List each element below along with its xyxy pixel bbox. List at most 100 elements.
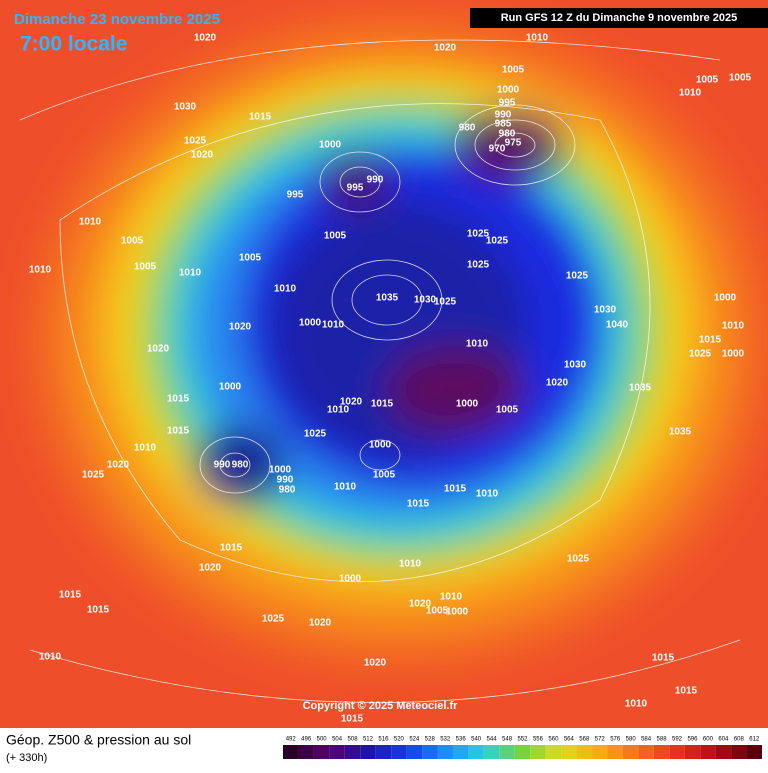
isobar-label: 980	[459, 123, 476, 134]
isobar-label: 1000	[319, 140, 342, 151]
isobar-label: 990	[214, 460, 231, 471]
isobar-label: 995	[347, 183, 364, 194]
isobar-labels: 1020 1020 1010 1005 1005 1005 1010 1030 1015 1025…	[29, 33, 752, 725]
scale-label: 592	[672, 737, 683, 743]
isobar-label: 1010	[79, 217, 102, 228]
scale-label: 604	[718, 737, 729, 743]
scale-swatch	[313, 745, 330, 759]
run-box	[470, 8, 768, 28]
isobar-label: 1030	[564, 360, 587, 371]
geopotential-field	[0, 0, 768, 728]
scale-swatch	[283, 745, 299, 759]
scale-swatch	[715, 745, 732, 759]
scale-swatch	[329, 745, 345, 759]
isobar-label: 990	[495, 110, 512, 121]
isobar-label: 970	[489, 144, 506, 155]
isobar-label: 1015	[341, 714, 364, 725]
scale-swatch	[468, 745, 484, 759]
isobar-label: 1005	[729, 73, 752, 84]
isobar-label: 1015	[407, 499, 430, 510]
scale-swatch	[422, 745, 438, 759]
scale-swatch	[592, 745, 608, 759]
isobar-label: 1000	[722, 349, 745, 360]
scale-label: 600	[703, 737, 714, 743]
isobar-label: 1025	[467, 260, 490, 271]
scale-swatch	[514, 745, 531, 759]
isobar-label: 1010	[476, 489, 499, 500]
scale-swatch	[746, 745, 762, 759]
legend-title: Géop. Z500 & pression au sol	[6, 732, 191, 748]
scale-label: 608	[734, 737, 745, 743]
isobar-label: 995	[499, 98, 516, 109]
isobar-label: 1015	[371, 399, 394, 410]
isobar-label: 1015	[220, 543, 243, 554]
scale-label: 504	[332, 737, 343, 743]
scale-label: 508	[348, 737, 359, 743]
forecast-time: 7:00 locale	[20, 33, 127, 56]
scale-label: 492	[286, 737, 297, 743]
isobar-label: 1025	[262, 614, 285, 625]
isobar-label: 1015	[249, 112, 272, 123]
isobar-label: 1025	[486, 236, 509, 247]
isobar-label: 1000	[299, 318, 322, 329]
isobar-label: 1030	[594, 305, 617, 316]
scale-swatch	[638, 745, 654, 759]
scale-swatch	[452, 745, 469, 759]
isobar-label: 1000	[456, 399, 479, 410]
isobar-label: 1000	[446, 607, 469, 618]
isobar-label: 1015	[652, 653, 675, 664]
scale-label: 580	[626, 737, 637, 743]
isobar-label: 1000	[497, 85, 520, 96]
isobar-label: 1015	[59, 590, 82, 601]
isobar-label: 1015	[444, 484, 467, 495]
scale-swatch	[622, 745, 639, 759]
isobar-label: 1020	[434, 43, 457, 54]
isobar-label: 1000	[219, 382, 242, 393]
isobar-label: 1030	[174, 102, 197, 113]
isobar-label: 1020	[107, 460, 130, 471]
scale-label: 564	[564, 737, 575, 743]
scale-swatch	[607, 745, 623, 759]
isobar-label: 1015	[675, 686, 698, 697]
isobar-label: 980	[232, 460, 249, 471]
isobar-label: 1015	[699, 335, 722, 346]
scale-swatch	[483, 745, 500, 759]
scale-swatch	[391, 745, 407, 759]
scale-label: 544	[487, 737, 498, 743]
isobar-label: 1035	[629, 383, 652, 394]
isobar-label: 1020	[340, 397, 363, 408]
isobar-label: 1010	[322, 320, 345, 331]
isobar-label: 1020	[194, 33, 217, 44]
isobar-label: 1005	[502, 65, 525, 76]
scale-swatch	[298, 745, 314, 759]
isobar-label: 995	[287, 190, 304, 201]
isobar-label: 1005	[121, 236, 144, 247]
isobar-label: 990	[367, 175, 384, 186]
scale-swatch	[700, 745, 716, 759]
isobar-label: 1020	[199, 563, 222, 574]
scale-swatch	[344, 745, 361, 759]
isobar-label: 1010	[466, 339, 489, 350]
isobar-label: 985	[495, 119, 512, 130]
scale-label: 528	[425, 737, 436, 743]
isobar-label: 990	[277, 475, 294, 486]
run-info: Run GFS 12 Z du Dimanche 9 novembre 2025	[501, 12, 738, 24]
isobar-label: 1025	[467, 229, 490, 240]
scale-label: 556	[533, 737, 544, 743]
isobar-label: 1000	[714, 293, 737, 304]
isobar-label: 1030	[414, 295, 437, 306]
scale-label: 572	[595, 737, 606, 743]
isobar-label: 1005	[239, 253, 262, 264]
isobar-label: 980	[279, 485, 296, 496]
isobar-label: 1010	[399, 559, 422, 570]
scale-label: 596	[687, 737, 698, 743]
scale-label: 584	[641, 737, 652, 743]
scale-label: 560	[548, 737, 559, 743]
isobar-label: 1020	[364, 658, 387, 669]
isobar-label: 1000	[369, 440, 392, 451]
scale-swatch	[684, 745, 701, 759]
scale-swatch	[499, 745, 515, 759]
isobar-label: 1005	[134, 262, 157, 273]
isobar-label: 1020	[147, 344, 170, 355]
